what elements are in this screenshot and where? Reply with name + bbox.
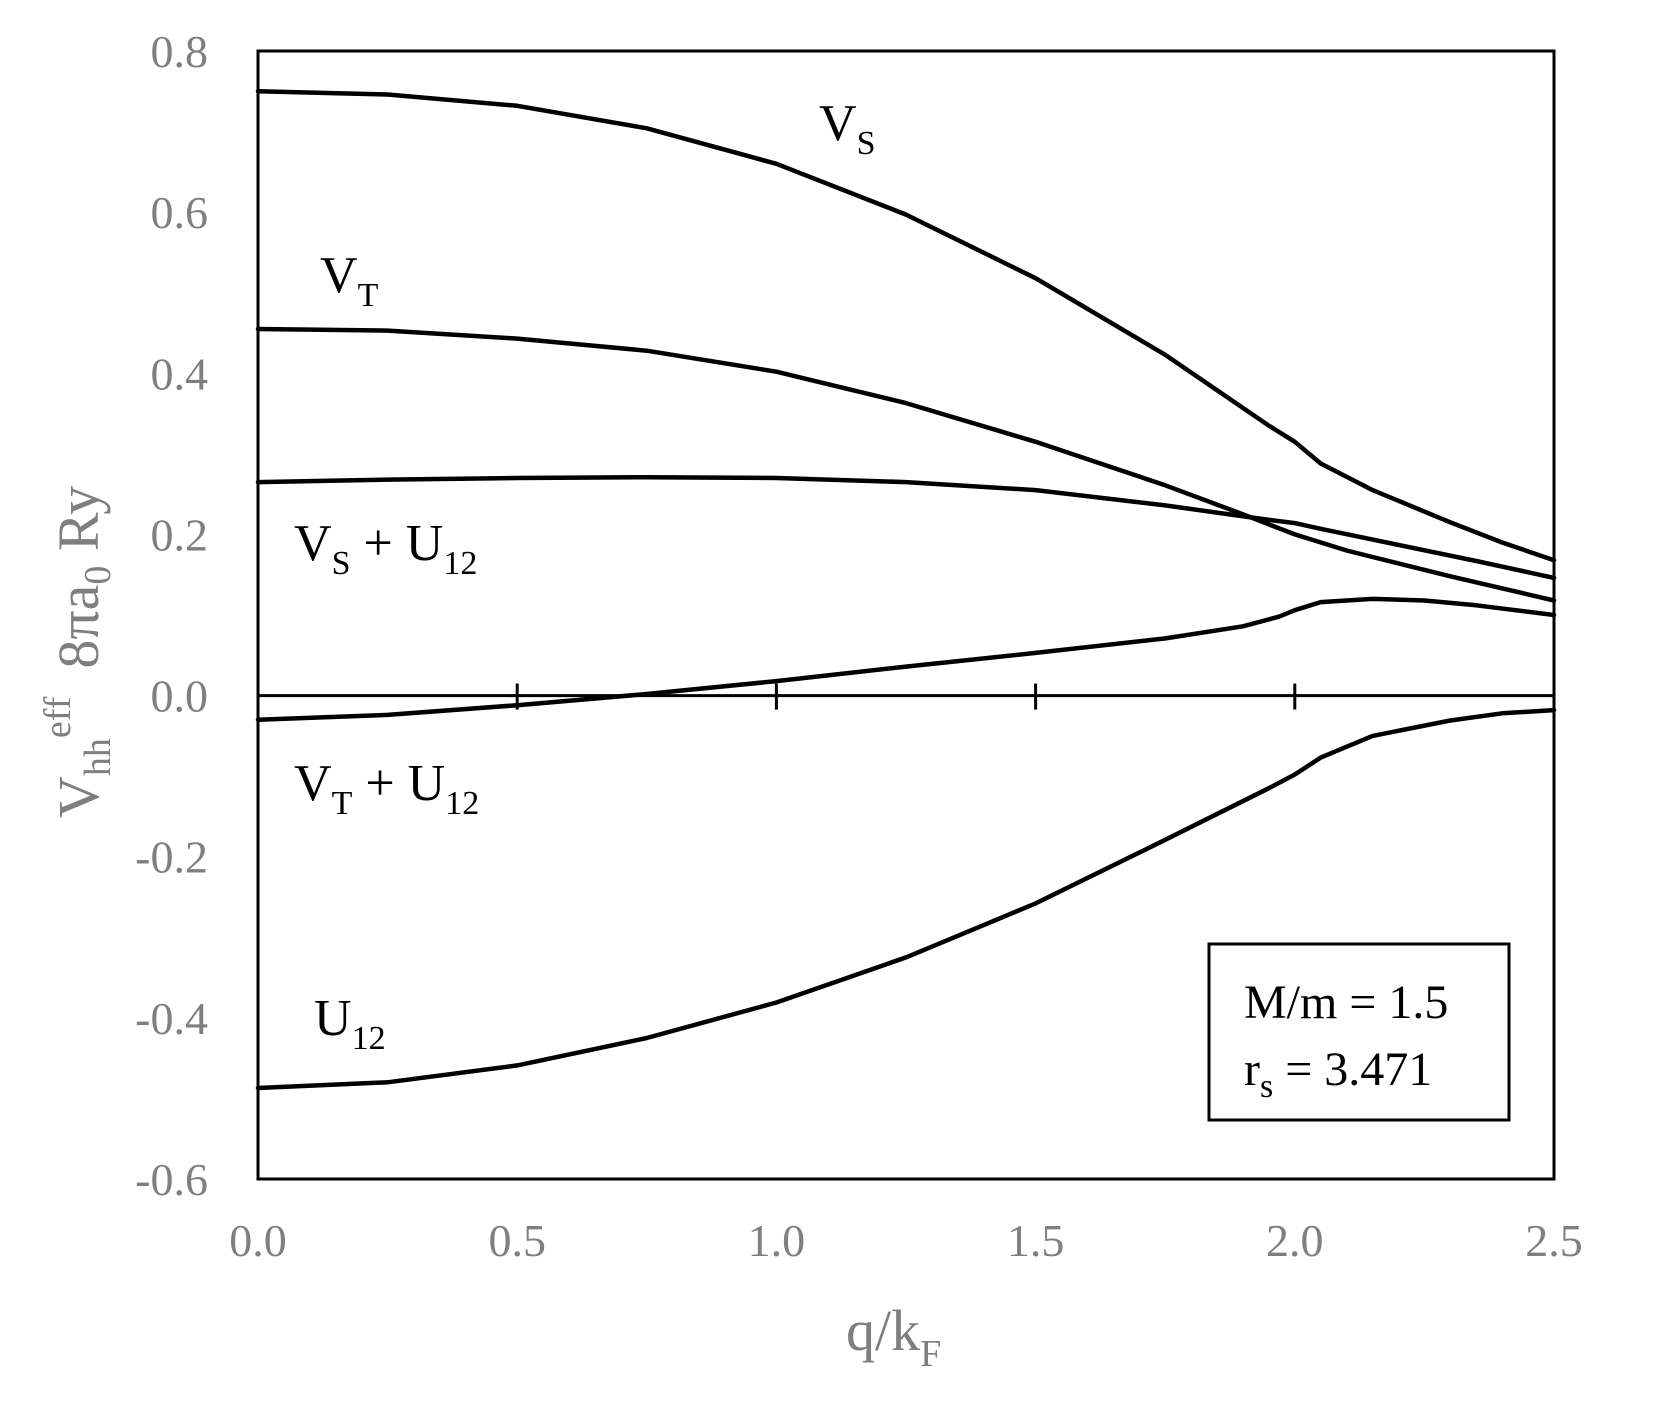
y-axis-title: Vhheff8πa0 Ry [37, 486, 119, 818]
series-vt-line [255, 326, 1557, 603]
y-tick-label: 0.6 [151, 187, 209, 238]
y-tick-label: 0.0 [151, 671, 209, 722]
x-tick-label: 1.0 [748, 1215, 806, 1266]
series-u12-line [255, 707, 1557, 1091]
x-tick-label: 0.0 [229, 1215, 287, 1266]
x-tick-label: 0.5 [488, 1215, 546, 1266]
mass-ratio-text: M/m = 1.5 [1244, 976, 1448, 1029]
plot-frame [256, 49, 1556, 1181]
x-tick-label: 1.5 [1007, 1215, 1065, 1266]
rs-text: rs = 3.471 [1244, 1043, 1432, 1105]
series-layer [255, 89, 1557, 1091]
y-tick-label: -0.6 [135, 1154, 208, 1205]
series-vs-line [255, 89, 1557, 563]
y-tick-label: 0.8 [151, 26, 209, 77]
tick-layer: 0.0 0.5 1.0 1.5 2.0 2.5 -0.6 -0.4 -0.2 0.0 0.2 0.4 0… [135, 26, 1583, 1266]
x-axis-title: q/kF [846, 1298, 941, 1375]
series-vs-plus-u12-line [255, 474, 1557, 581]
y-tick-label: -0.2 [135, 832, 208, 883]
series-label-vs: VS [819, 95, 875, 162]
series-label-u12: U12 [314, 990, 386, 1057]
series-label-vt: VT [320, 247, 379, 314]
series-label-vs-u12: VS + U12 [294, 515, 477, 582]
series-label-vt-u12: VT + U12 [294, 755, 479, 822]
x-tick-label: 2.0 [1266, 1215, 1324, 1266]
series-vt-plus-u12-line [255, 596, 1557, 722]
y-tick-label: 0.2 [151, 509, 209, 560]
parameter-box: M/m = 1.5 rs = 3.471 [1207, 942, 1511, 1122]
y-tick-label: 0.4 [151, 348, 209, 399]
parameter-box-frame [1207, 942, 1511, 1122]
y-tick-label: -0.4 [135, 993, 208, 1044]
x-tick-label: 2.5 [1525, 1215, 1583, 1266]
